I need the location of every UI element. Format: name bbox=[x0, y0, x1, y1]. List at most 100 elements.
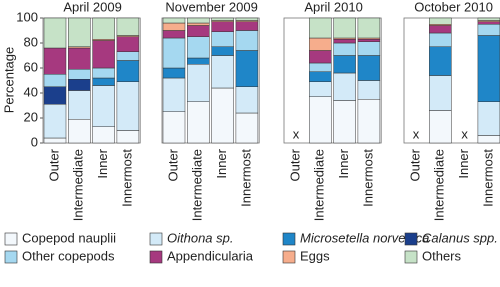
panel-frame bbox=[161, 17, 260, 144]
legend-swatch bbox=[4, 250, 18, 264]
bar-segment bbox=[211, 55, 234, 89]
legend-label: Calanus spp. bbox=[422, 230, 498, 245]
bar-segment bbox=[211, 31, 234, 47]
bar-segment bbox=[357, 39, 381, 42]
missing-marker: x bbox=[461, 126, 468, 141]
bar-segment bbox=[187, 36, 210, 59]
bar-segment bbox=[333, 42, 356, 56]
y-tick-label: 80 bbox=[24, 34, 38, 49]
group-title: October 2010 bbox=[414, 0, 493, 14]
bar-segment bbox=[211, 87, 234, 144]
group-title: April 2009 bbox=[63, 0, 122, 14]
x-tick-label: Inner bbox=[456, 148, 471, 178]
legend-label: Oithona sp. bbox=[167, 230, 234, 245]
group-title: April 2010 bbox=[304, 0, 363, 14]
bar-segment bbox=[429, 17, 452, 25]
panel-frame bbox=[283, 17, 382, 144]
bar-segment bbox=[116, 51, 140, 61]
bar-segment bbox=[92, 77, 115, 86]
bar-segment bbox=[43, 47, 67, 75]
bar-segment bbox=[43, 104, 67, 139]
bar-segment bbox=[162, 22, 186, 31]
bar-segment bbox=[477, 24, 500, 36]
x-tick-label: Innermost bbox=[480, 149, 495, 207]
bar-segment bbox=[43, 137, 67, 144]
bar-segment bbox=[357, 17, 381, 39]
bar-segment bbox=[477, 35, 500, 102]
x-tick-label: Outer bbox=[46, 148, 61, 181]
bar-segment bbox=[309, 96, 332, 144]
bar-segment bbox=[429, 75, 452, 111]
y-tick-label: 0 bbox=[31, 134, 38, 149]
bar-segment bbox=[92, 126, 115, 144]
bar-segment bbox=[309, 81, 332, 97]
bar-segment bbox=[162, 17, 186, 24]
panel-frame bbox=[403, 17, 500, 144]
bar-segment bbox=[333, 72, 356, 101]
legend-swatch bbox=[404, 232, 418, 246]
x-tick-label: Innermost bbox=[238, 149, 253, 207]
bar-segment bbox=[68, 47, 91, 70]
legend-label: Others bbox=[422, 248, 462, 263]
legend-swatch bbox=[282, 250, 296, 264]
bar-segment bbox=[162, 111, 186, 144]
bar-segment bbox=[43, 86, 67, 105]
missing-marker: x bbox=[413, 126, 420, 141]
bar-segment bbox=[162, 37, 186, 69]
legend-swatch bbox=[4, 232, 18, 246]
legend-label: Appendicularia bbox=[167, 248, 254, 263]
x-tick-label: Intermediate bbox=[432, 149, 447, 221]
x-tick-label: Inner bbox=[95, 148, 110, 178]
legend-label: Eggs bbox=[300, 248, 330, 263]
legend-label: Other copepods bbox=[22, 248, 115, 263]
bar-segment bbox=[187, 22, 210, 26]
bar-segment bbox=[92, 40, 115, 69]
bar-segment bbox=[235, 112, 259, 144]
x-tick-label: Outer bbox=[407, 148, 422, 181]
bar-segment bbox=[357, 99, 381, 144]
bar-segment bbox=[187, 101, 210, 144]
x-tick-label: Innermost bbox=[119, 149, 134, 207]
bar-segment bbox=[68, 79, 91, 91]
bar-segment bbox=[68, 69, 91, 80]
x-tick-label: Intermediate bbox=[71, 149, 86, 221]
bar-segment bbox=[429, 32, 452, 47]
bar-segment bbox=[429, 46, 452, 76]
x-tick-label: Inner bbox=[214, 148, 229, 178]
panel-frame bbox=[42, 17, 141, 144]
y-axis-label: Percentage bbox=[1, 47, 16, 114]
bar-segment bbox=[235, 17, 259, 21]
group-title: November 2009 bbox=[165, 0, 258, 14]
bar-segment bbox=[357, 55, 381, 81]
bar-segment bbox=[333, 100, 356, 144]
bar-segment bbox=[309, 71, 332, 82]
bar-segment bbox=[92, 67, 115, 79]
bar-segment bbox=[68, 17, 91, 47]
y-tick-label: 60 bbox=[24, 59, 38, 74]
x-tick-label: Inner bbox=[336, 148, 351, 178]
bar-segment bbox=[477, 101, 500, 136]
bar-segment bbox=[211, 17, 234, 21]
bar-segment bbox=[43, 74, 67, 87]
bar-segment bbox=[162, 77, 186, 112]
bar-segment bbox=[116, 130, 140, 144]
bar-segment bbox=[68, 119, 91, 144]
bar-segment bbox=[187, 64, 210, 102]
bar-segment bbox=[333, 17, 356, 39]
bar-segment bbox=[187, 57, 210, 65]
bar-segment bbox=[235, 86, 259, 114]
bar-segment bbox=[92, 85, 115, 127]
legend-swatch bbox=[404, 250, 418, 264]
legend-label: Microsetella norvegica bbox=[300, 230, 429, 245]
bar-segment bbox=[477, 135, 500, 144]
bar-segment bbox=[187, 25, 210, 37]
bar-segment bbox=[211, 46, 234, 56]
x-tick-label: Outer bbox=[165, 148, 180, 181]
bar-segment bbox=[235, 30, 259, 51]
bar-segment bbox=[235, 50, 259, 87]
bar-segment bbox=[235, 21, 259, 31]
x-tick-label: Innermost bbox=[360, 149, 375, 207]
bar-segment bbox=[116, 60, 140, 82]
y-tick-label: 20 bbox=[24, 109, 38, 124]
